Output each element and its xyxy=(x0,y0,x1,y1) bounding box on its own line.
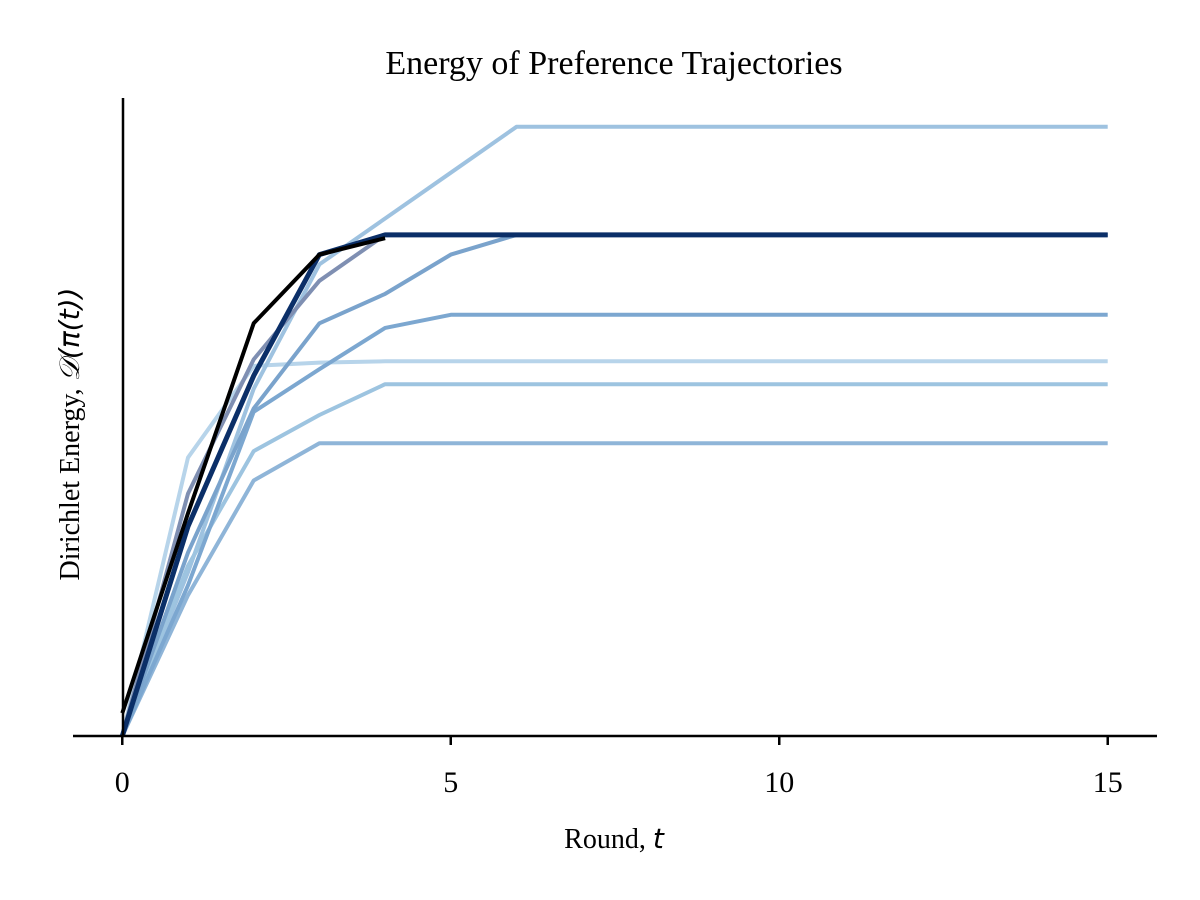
x-axis-label: Round, t xyxy=(564,822,665,855)
series-line-3 xyxy=(120,382,1108,737)
chart-title: Energy of Preference Trajectories xyxy=(385,45,842,82)
series-line-2 xyxy=(120,124,1108,737)
x-tick-label-10: 10 xyxy=(764,766,794,799)
y-axis-label: Dirichlet Energy, 𝒟(π(t)) xyxy=(53,288,86,581)
y-axis-label-math: 𝒟(π(t)) xyxy=(53,288,86,382)
series-line-6 xyxy=(120,232,1108,737)
series-line-5 xyxy=(120,312,1108,737)
series-layer xyxy=(119,124,1108,737)
series-line-4 xyxy=(120,441,1108,737)
series-line-1 xyxy=(120,359,1108,737)
x-axis-label-text: Round, xyxy=(564,824,653,855)
series-line-7 xyxy=(120,232,1108,737)
series-line-9 xyxy=(120,236,386,714)
x-tick-label-15: 15 xyxy=(1093,766,1123,799)
x-tick-label-5: 5 xyxy=(443,766,458,799)
x-axis-label-math: t xyxy=(653,822,665,855)
x-tick-label-0: 0 xyxy=(115,766,130,799)
x-tick-layer: 0 5 10 15 xyxy=(115,736,1123,799)
y-axis-label-text: Dirichlet Energy, xyxy=(55,381,86,580)
series-line-8 xyxy=(119,232,1108,737)
